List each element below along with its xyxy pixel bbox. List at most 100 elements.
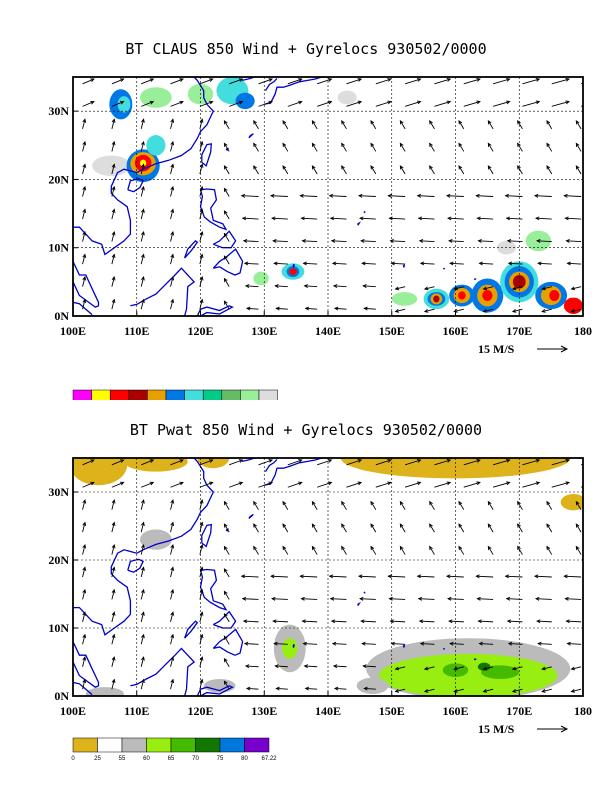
wind-vector <box>370 501 377 510</box>
wind-vector <box>575 165 582 175</box>
wind-vector <box>311 523 318 533</box>
wind-vector <box>304 285 318 288</box>
wind-arrowhead <box>416 481 422 486</box>
wind-vector <box>258 459 273 466</box>
wind-vector <box>341 143 347 152</box>
wind-vector <box>224 188 230 197</box>
wind-arrowhead <box>566 261 571 266</box>
wind-vector <box>199 459 213 466</box>
wind-arrowhead <box>170 230 175 236</box>
wind-arrowhead <box>570 689 576 693</box>
wind-vector <box>483 666 494 670</box>
wind-arrowhead <box>120 481 125 486</box>
wind-vector <box>362 643 376 645</box>
wind-vector <box>111 164 115 175</box>
wind-vector <box>199 679 203 690</box>
wind-arrowhead <box>419 261 425 266</box>
wind-arrowhead <box>478 641 483 646</box>
wind-vector <box>517 523 523 533</box>
wind-vector <box>199 634 203 645</box>
wind-vector <box>199 231 203 242</box>
wind-vector <box>287 78 302 85</box>
coastline <box>292 643 295 649</box>
wind-vector <box>111 186 115 197</box>
wind-arrowhead <box>564 216 569 221</box>
wind-vector <box>458 165 465 175</box>
wind-arrowhead <box>111 298 116 304</box>
coastline <box>199 188 228 231</box>
coastline <box>443 647 446 650</box>
wind-vector <box>418 598 435 600</box>
wind-vector <box>311 501 318 510</box>
wind-vector <box>507 620 523 623</box>
wind-vector <box>487 120 494 130</box>
wind-arrowhead <box>506 100 511 105</box>
wind-arrowhead <box>370 165 375 170</box>
wind-vector <box>304 665 318 668</box>
wind-arrowhead <box>244 284 250 288</box>
wind-arrowhead <box>303 284 308 288</box>
wind-arrowhead <box>82 521 87 527</box>
wind-arrowhead <box>282 500 287 506</box>
wind-arrowhead <box>546 120 551 125</box>
wind-vector <box>542 286 552 290</box>
wind-arrowhead <box>141 678 145 684</box>
wind-arrowhead <box>223 255 228 260</box>
wind-vector <box>429 120 435 130</box>
wind-arrowhead <box>482 308 488 313</box>
wind-arrowhead <box>575 120 580 125</box>
wind-vector <box>141 78 154 85</box>
wind-vector <box>492 459 510 466</box>
shading-cell <box>458 291 466 300</box>
wind-vector <box>82 119 86 130</box>
wind-vector <box>301 217 318 220</box>
wind-vector <box>449 620 464 623</box>
wind-arrowhead <box>90 459 95 463</box>
coastline <box>212 248 244 276</box>
wind-vector <box>170 589 174 600</box>
shading-cell <box>282 638 298 659</box>
wind-vector <box>463 101 481 107</box>
wind-vector <box>111 612 115 622</box>
wind-vector <box>358 195 376 197</box>
wind-arrowhead <box>595 459 598 462</box>
shading-cell <box>337 90 357 105</box>
wind-arrowhead <box>141 118 145 123</box>
wind-vector <box>82 499 86 510</box>
wind-arrowhead <box>541 689 546 693</box>
wind-vector <box>271 575 288 578</box>
wind-arrowhead <box>388 596 393 601</box>
lon-label: 150E <box>379 324 405 338</box>
wind-arrowhead <box>274 284 279 288</box>
wind-arrowhead <box>241 596 247 601</box>
wind-arrowhead <box>476 216 481 221</box>
lat-label: 20N <box>48 172 69 186</box>
wind-vector <box>140 567 145 578</box>
wind-arrowhead <box>111 208 116 213</box>
wind-arrowhead <box>170 566 175 571</box>
wind-vector <box>317 78 332 85</box>
wind-arrowhead <box>390 261 395 266</box>
wind-arrowhead <box>357 100 363 105</box>
wind-arrowhead <box>387 193 392 198</box>
wind-arrowhead <box>223 590 228 595</box>
wind-vector <box>487 501 494 510</box>
wind-arrowhead <box>565 458 570 463</box>
wind-vector <box>329 195 347 197</box>
wind-arrowhead <box>476 100 481 105</box>
wind-arrowhead <box>170 499 175 504</box>
wind-arrowhead <box>82 230 87 236</box>
wind-vector <box>565 217 582 220</box>
shading-cell <box>197 458 230 469</box>
wind-arrowhead <box>475 574 480 579</box>
wind-arrowhead <box>141 521 145 527</box>
wind-vector <box>170 254 174 265</box>
wind-arrowhead <box>111 230 116 236</box>
coastline <box>196 685 234 696</box>
wind-vector <box>140 276 145 287</box>
wind-vector <box>302 620 318 623</box>
wind-arrowhead <box>141 253 145 259</box>
wind-vector <box>505 575 523 578</box>
wind-vector <box>170 231 174 242</box>
